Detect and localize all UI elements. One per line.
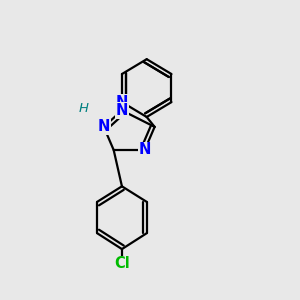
Text: N: N bbox=[98, 119, 110, 134]
Text: N: N bbox=[116, 94, 128, 110]
Text: Cl: Cl bbox=[114, 256, 130, 272]
Text: N: N bbox=[139, 142, 151, 158]
Text: H: H bbox=[79, 102, 89, 115]
Text: N: N bbox=[116, 103, 128, 118]
